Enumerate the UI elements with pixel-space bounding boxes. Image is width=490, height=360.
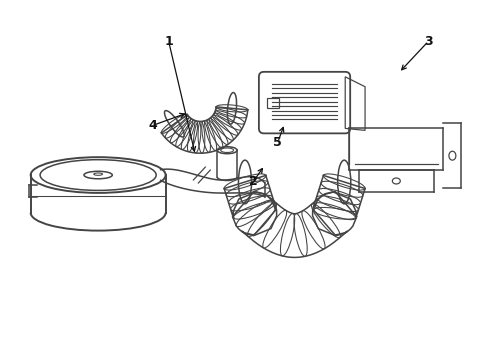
Text: 4: 4 [148,119,157,132]
Text: 2: 2 [248,175,257,189]
Bar [267,98,279,108]
Text: 1: 1 [164,35,173,48]
Text: 3: 3 [424,35,433,48]
Text: 5: 5 [273,136,282,149]
